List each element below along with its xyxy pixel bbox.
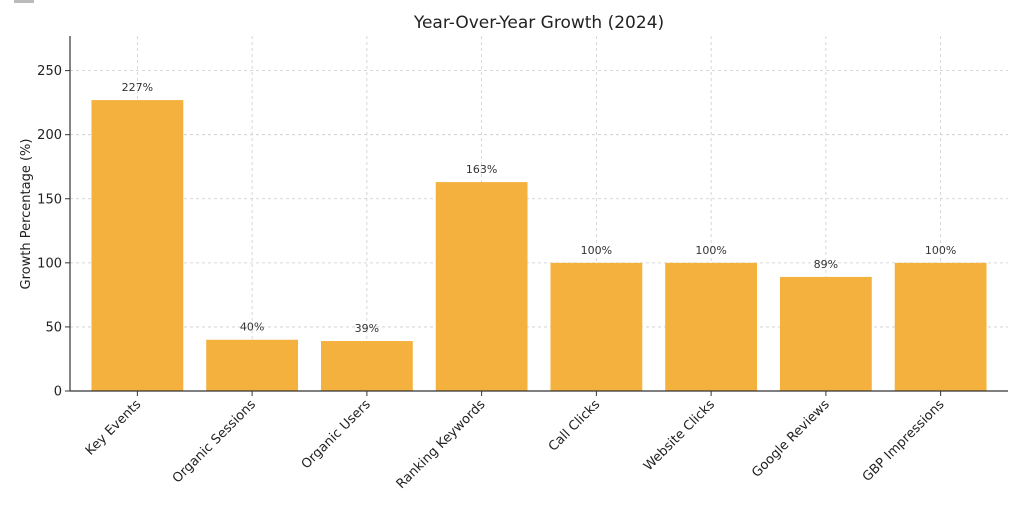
x-tick-label: Google Reviews [749,397,833,481]
data-label: 89% [814,258,838,271]
chart-title: Year-Over-Year Growth (2024) [413,13,664,33]
x-tick-label: Organic Users [299,397,374,472]
bar [894,262,987,391]
y-tick-label: 100 [37,256,62,271]
y-tick-label: 250 [37,64,62,79]
x-tick-label: GBP Impressions [860,397,948,485]
y-tick-label: 200 [37,128,62,143]
data-label: 163% [466,163,497,176]
bar [550,262,643,391]
x-tick-label: Website Clicks [641,397,718,474]
y-tick-label: 0 [54,385,62,400]
data-label: 40% [240,321,264,334]
data-label: 227% [122,81,153,94]
bar [665,262,758,391]
x-tick-label: Call Clicks [546,397,604,455]
y-tick-label: 50 [45,320,62,335]
x-tick-label: Ranking Keywords [394,397,489,492]
x-tick-label: Key Events [83,397,144,458]
x-ticks: Key Events Organic Sessions Organic Users R… [83,391,948,492]
data-label: 100% [925,244,956,257]
x-tick-label: Organic Sessions [170,397,259,486]
bar [91,100,184,392]
bar [435,182,528,391]
bars [91,100,987,392]
data-label: 39% [355,322,379,335]
bar [206,339,299,391]
data-label: 100% [581,244,612,257]
y-axis-label: Growth Percentage (%) [19,139,34,290]
bar [320,341,413,391]
bar [779,276,872,391]
value-labels: 227% 40% 39% 163% 100% 100% 89% 100% [122,81,957,335]
corner-mark [14,0,34,3]
y-ticks: 0 50 100 150 200 250 [37,64,70,400]
y-tick-label: 150 [37,192,62,207]
data-label: 100% [695,244,726,257]
